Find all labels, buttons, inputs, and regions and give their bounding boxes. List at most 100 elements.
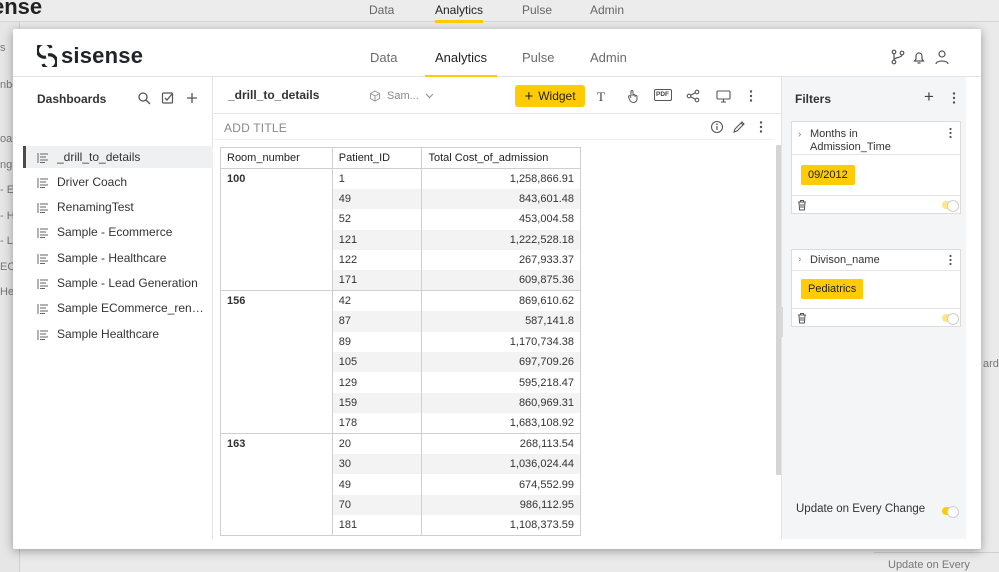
- filter-more-icon[interactable]: [949, 254, 952, 266]
- patient-id-cell[interactable]: 87: [331, 311, 423, 332]
- patient-id-cell[interactable]: 49: [331, 474, 423, 495]
- total-cost-cell[interactable]: 268,113.54: [421, 433, 581, 454]
- patient-id-cell[interactable]: 89: [331, 331, 423, 353]
- total-cost-cell[interactable]: 1,036,024.44: [421, 453, 581, 475]
- nav-pulse[interactable]: Pulse: [522, 50, 555, 65]
- filter-toggle[interactable]: [942, 313, 959, 325]
- total-cost-cell[interactable]: 1,222,528.18: [421, 229, 581, 251]
- patient-id-cell[interactable]: 49: [331, 188, 423, 210]
- filter-toggle[interactable]: [942, 200, 959, 212]
- background-side-text: - L: [0, 235, 13, 247]
- patient-id-cell[interactable]: 1: [331, 168, 423, 189]
- nav-data[interactable]: Data: [370, 50, 398, 65]
- column-header-room[interactable]: Room_number: [220, 147, 333, 169]
- dashboard-item[interactable]: Driver Coach: [23, 171, 213, 193]
- patient-id-cell[interactable]: 42: [331, 290, 423, 312]
- total-cost-cell[interactable]: 595,218.47: [421, 372, 581, 393]
- text-widget-icon[interactable]: T: [597, 89, 605, 104]
- room-number-cell[interactable]: 100: [220, 168, 333, 292]
- background-side-text: EC: [0, 261, 16, 273]
- widget-more-icon[interactable]: [759, 120, 763, 134]
- total-cost-cell[interactable]: 1,108,373.59: [421, 515, 581, 537]
- patient-id-cell[interactable]: 159: [331, 392, 423, 414]
- patient-id-cell[interactable]: 105: [331, 352, 423, 373]
- filters-more-icon[interactable]: [952, 91, 956, 105]
- total-cost-cell[interactable]: 453,004.58: [421, 209, 581, 230]
- filter-card-header[interactable]: › Divison_name: [792, 250, 960, 271]
- datasource-selector[interactable]: Sam...: [369, 90, 434, 102]
- total-cost-cell[interactable]: 1,258,866.91: [421, 168, 581, 189]
- add-filter-icon[interactable]: +: [924, 87, 934, 106]
- patient-id-cell[interactable]: 70: [331, 494, 423, 516]
- filter-hand-icon[interactable]: [626, 89, 642, 104]
- nav-analytics[interactable]: Analytics: [424, 50, 498, 78]
- filters-title: Filters: [795, 92, 832, 106]
- dashboard-item[interactable]: _drill_to_details: [23, 146, 213, 168]
- top-header: sisense Data Analytics Pulse Admin: [13, 29, 981, 78]
- patient-id-cell[interactable]: 181: [331, 515, 423, 537]
- table-row: 178 1,683,108.92: [221, 413, 581, 435]
- search-icon[interactable]: [137, 91, 151, 105]
- total-cost-cell[interactable]: 860,969.31: [421, 392, 581, 414]
- dashboard-title[interactable]: _drill_to_details: [228, 88, 320, 102]
- dashboard-item[interactable]: RenamingTest: [23, 196, 213, 218]
- patient-id-cell[interactable]: 129: [331, 372, 423, 393]
- patient-id-cell[interactable]: 20: [331, 433, 423, 454]
- patient-id-cell[interactable]: 171: [331, 270, 423, 292]
- patient-id-cell[interactable]: 30: [331, 453, 423, 475]
- dashboard-item[interactable]: Sample - Lead Generation: [23, 272, 213, 294]
- branch-icon[interactable]: [890, 49, 906, 65]
- filter-value-chip[interactable]: Pediatrics: [801, 279, 864, 299]
- dashboard-window: sisense Data Analytics Pulse Admin Dashb…: [13, 29, 981, 549]
- user-icon[interactable]: [934, 49, 950, 65]
- column-header-patient[interactable]: Patient_ID: [331, 147, 423, 169]
- panel-resize-handle[interactable]: [778, 307, 783, 337]
- dashboard-item[interactable]: Sample ECommerce_renaming: [23, 297, 213, 319]
- dashboard-item[interactable]: Sample Healthcare: [23, 323, 213, 345]
- chevron-right-icon[interactable]: ›: [798, 254, 802, 265]
- edit-pencil-icon[interactable]: [732, 120, 746, 134]
- total-cost-cell[interactable]: 267,933.37: [421, 250, 581, 271]
- total-cost-cell[interactable]: 609,875.36: [421, 270, 581, 292]
- filter-card[interactable]: › Divison_name Pediatrics: [791, 249, 961, 327]
- update-on-every-change-toggle[interactable]: [942, 506, 959, 518]
- total-cost-cell[interactable]: 986,112.95: [421, 494, 581, 516]
- total-cost-cell[interactable]: 674,552.99: [421, 474, 581, 495]
- patient-id-cell[interactable]: 122: [331, 250, 423, 271]
- bell-icon[interactable]: [911, 49, 927, 65]
- total-cost-cell[interactable]: 1,170,734.38: [421, 331, 581, 353]
- total-cost-cell[interactable]: 1,683,108.92: [421, 413, 581, 435]
- patient-id-cell[interactable]: 121: [331, 229, 423, 251]
- info-icon[interactable]: [710, 120, 724, 134]
- filter-value-chip[interactable]: 09/2012: [801, 165, 855, 185]
- table-row: 121 1,222,528.18: [221, 229, 581, 251]
- add-widget-button[interactable]: + Widget: [515, 85, 585, 107]
- sisense-logo[interactable]: sisense: [35, 41, 143, 71]
- total-cost-cell[interactable]: 869,610.62: [421, 290, 581, 312]
- room-number-cell[interactable]: 156: [220, 290, 333, 435]
- more-options-icon[interactable]: [749, 89, 753, 103]
- filter-more-icon[interactable]: [949, 127, 952, 139]
- add-title-field[interactable]: ADD TITLE: [224, 121, 287, 135]
- total-cost-cell[interactable]: 697,709.26: [421, 352, 581, 373]
- filter-card-header[interactable]: › Months in Admission_Time: [792, 122, 960, 155]
- dashboard-item[interactable]: Sample - Healthcare: [23, 247, 213, 269]
- plus-icon[interactable]: [185, 91, 199, 105]
- nav-admin[interactable]: Admin: [590, 50, 627, 65]
- chevron-right-icon[interactable]: ›: [798, 129, 802, 140]
- total-cost-cell[interactable]: 587,141.8: [421, 311, 581, 332]
- trash-icon[interactable]: [797, 312, 807, 324]
- total-cost-cell[interactable]: 843,601.48: [421, 188, 581, 210]
- patient-id-cell[interactable]: 52: [331, 209, 423, 230]
- room-number-cell[interactable]: 163: [220, 433, 333, 537]
- patient-id-cell[interactable]: 178: [331, 413, 423, 435]
- trash-icon[interactable]: [797, 199, 807, 211]
- pdf-export-icon[interactable]: PDF: [654, 89, 672, 103]
- filter-card[interactable]: › Months in Admission_Time 09/2012: [791, 121, 961, 214]
- table-row: 70 986,112.95: [221, 494, 581, 516]
- share-icon[interactable]: [686, 89, 702, 103]
- present-icon[interactable]: [716, 89, 732, 103]
- checkbox-icon[interactable]: [161, 91, 175, 105]
- dashboard-item[interactable]: Sample - Ecommerce: [23, 221, 213, 243]
- column-header-cost[interactable]: Total Cost_of_admission: [421, 147, 581, 169]
